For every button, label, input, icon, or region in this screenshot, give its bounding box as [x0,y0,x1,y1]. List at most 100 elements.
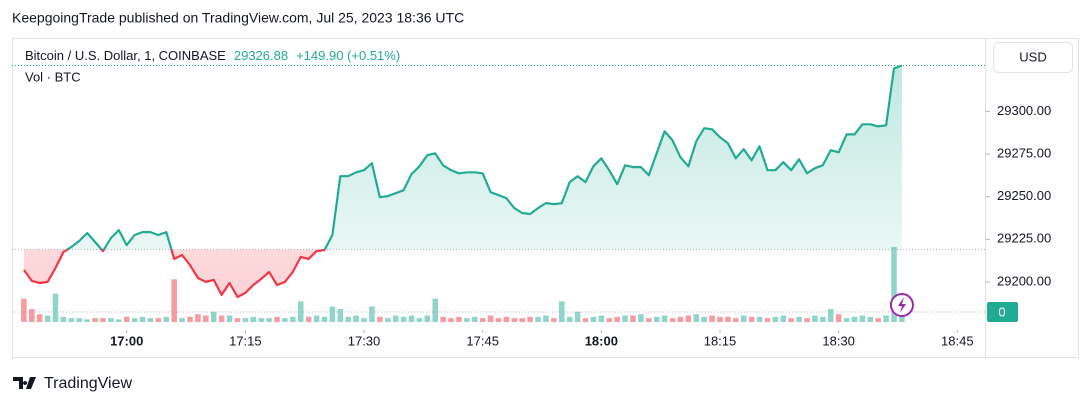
x-tick-label: 18:00 [585,333,618,348]
plot: 29300.00 29275.00 29250.00 29225.00 29200.00… [12,64,1051,348]
volume-bar [590,316,597,322]
area-up [23,65,902,250]
volume-bar [772,316,779,322]
volume-bar [535,316,541,322]
volume-bar [432,298,438,322]
volume-bar [179,318,185,322]
x-tick-label: 17:30 [348,333,381,348]
volume-bar [266,318,272,322]
volume-bar [804,318,810,322]
volume-bar [843,318,850,322]
x-tick-label: 17:00 [110,333,143,348]
price-change: +149.90 (+0.51%) [296,48,400,63]
volume-bar [891,247,897,322]
volume-bar [456,316,462,322]
volume-bar [52,293,59,322]
volume-bar [400,316,407,322]
volume-bar [108,318,114,322]
last-price: 29326.88 [234,48,288,63]
volume-bar [203,315,209,322]
volume-bar [551,318,557,322]
volume-bar [780,315,787,322]
volume-bar [171,279,177,322]
legend: Bitcoin / U.S. Dollar, 1, COINBASE 29326.… [25,48,400,63]
volume-bar [313,315,320,322]
volume-bar [622,315,628,322]
volume-bar [471,316,478,322]
volume-bar [725,316,731,322]
volume-bar [677,316,684,322]
volume-bar [756,316,763,322]
volume-bar [424,315,431,322]
volume-bar [116,319,122,322]
chart-frame [12,38,1079,358]
volume-bar [748,316,755,322]
volume-bar [527,316,533,322]
volume-bar [511,318,518,322]
volume-bar [464,318,470,322]
volume-bar [282,318,288,322]
volume-bar [685,315,692,322]
volume-bar [123,316,130,322]
volume-bar [733,318,739,322]
y-tick-label: 29300.00 [997,103,1051,118]
volume-bar [519,318,526,322]
volume-legend: Vol · BTC [25,69,81,84]
currency[interactable]: USD [1019,49,1046,64]
volume-last-label: 0 [998,304,1005,319]
brand: TradingView [44,375,132,392]
y-tick-label: 29225.00 [997,231,1051,246]
volume-bar [242,318,249,322]
volume-bar [764,318,771,322]
volume-bar [701,316,707,322]
volume-bar [258,318,264,322]
volume-bar [210,311,217,322]
volume-bar [883,315,889,322]
volume-bar [448,318,454,322]
area-down [23,249,325,297]
volume-bar [661,315,668,322]
volume-bar [131,318,138,322]
volume-bar [812,315,818,322]
volume-bar [709,315,715,322]
tradingview-logo: TradingView [13,375,132,392]
volume-bar [147,318,154,322]
volume-bar [250,316,257,322]
volume-bar [669,318,676,322]
volume-bar [92,318,98,322]
volume-bar [867,316,874,322]
volume-bar [899,314,905,322]
volume-bar [851,316,858,322]
logo-mark [13,377,36,389]
volume-bar [361,318,367,322]
x-tick-label: 18:30 [822,333,855,348]
event-icon [897,297,906,313]
volume-bar [187,316,193,322]
y-tick-label: 29275.00 [997,145,1051,160]
volume-bar [234,318,241,322]
volume-bar [495,318,502,322]
volume-bar [740,315,747,322]
volume-bar [377,316,383,322]
volume-bar [155,318,162,322]
volume-bar [84,319,90,322]
volume-bar [598,315,605,322]
volume-bar [440,316,446,322]
volume-bar [859,315,866,322]
volume-bar [717,316,723,322]
volume-bar [479,318,486,322]
volume-bar [290,316,296,322]
y-tick-label: 29200.00 [997,273,1051,288]
volume-bar [36,314,43,322]
volume-bar [835,314,842,322]
volume-bar [827,309,834,322]
volume-bar [29,309,35,322]
x-tick-label: 17:45 [466,333,499,348]
currency-button[interactable] [993,42,1073,73]
volume-bar [630,315,636,322]
price-line-up [65,64,903,250]
x-tick-label: 18:15 [704,333,737,348]
volume-bar [875,318,881,322]
volume-bar [566,316,573,322]
x-tick-label: 17:15 [229,333,262,348]
